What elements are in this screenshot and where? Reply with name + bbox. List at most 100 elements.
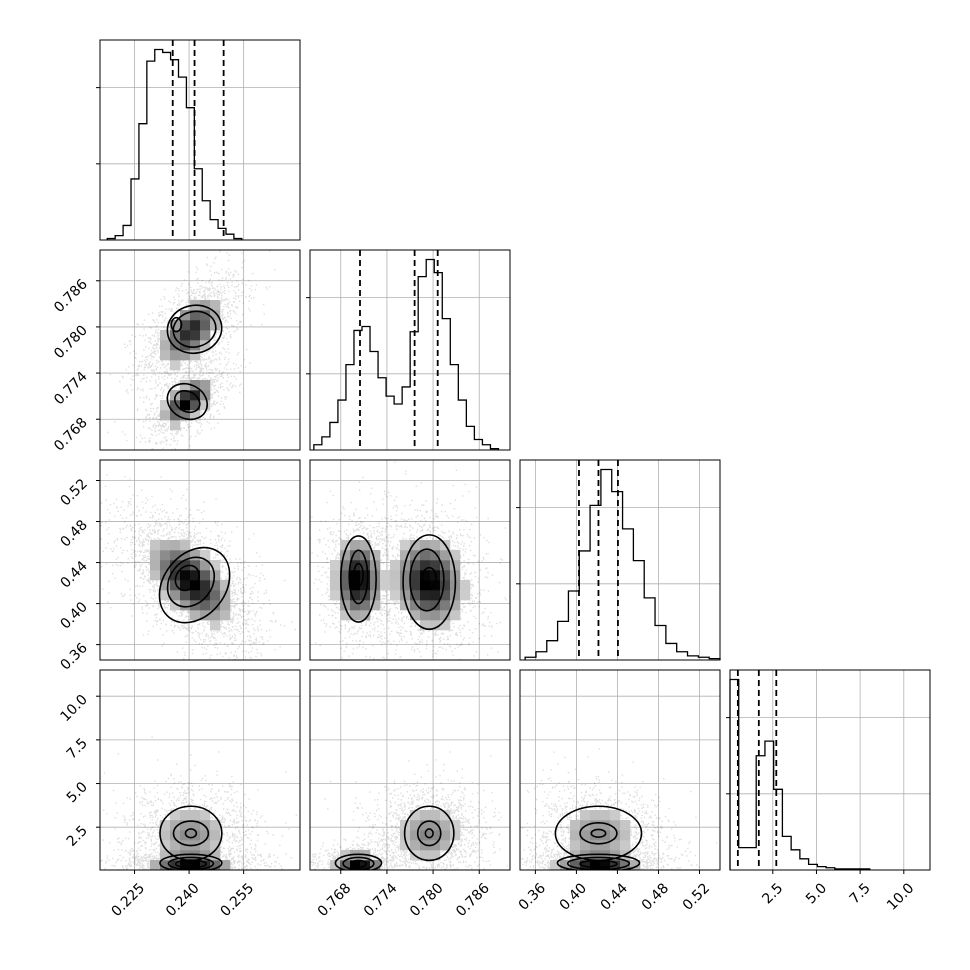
density-cell: [430, 560, 441, 571]
density-cell: [180, 820, 191, 831]
density-cell: [210, 820, 221, 831]
density-cell: [220, 610, 231, 621]
density-cell: [420, 590, 431, 601]
density-cell: [440, 810, 451, 821]
scatter-panel-3-0: [100, 670, 300, 870]
density-cell: [180, 810, 191, 821]
density-cell: [200, 590, 211, 601]
histogram-panel-2: [516, 459, 721, 661]
density-cell: [350, 540, 361, 551]
y-tick-label: 0.40: [57, 599, 90, 632]
x-tick-label: 0.255: [218, 880, 258, 920]
density-cell: [400, 580, 411, 591]
density-cell: [160, 330, 171, 341]
panel-frame: [519, 669, 721, 871]
density-cell: [350, 560, 361, 571]
density-cell: [580, 860, 591, 870]
density-cell: [160, 580, 171, 591]
density-cell: [400, 570, 411, 581]
scatter-panel-1-0: [100, 250, 300, 450]
density-cell: [160, 850, 171, 861]
density-cell: [330, 580, 341, 591]
density-cell: [380, 580, 391, 591]
density-cell: [400, 590, 411, 601]
y-tick-label: 10.0: [57, 692, 90, 725]
x-tick-label: 0.768: [315, 880, 355, 920]
density-cell: [420, 540, 431, 551]
density-cell: [410, 810, 421, 821]
density-cell: [200, 550, 211, 561]
density-cell: [450, 600, 461, 611]
density-cell: [360, 550, 371, 561]
density-cell: [360, 560, 371, 571]
density-cell: [210, 560, 221, 571]
contour-line: [159, 853, 223, 870]
x-tick-label: 0.52: [680, 880, 713, 913]
density-cell: [170, 540, 181, 551]
density-cell: [200, 320, 211, 331]
x-tick-label: 5.0: [803, 880, 830, 907]
density-cell: [430, 610, 441, 621]
density-cell: [200, 570, 211, 581]
density-cell: [180, 560, 191, 571]
density-cell: [190, 320, 201, 331]
density-cell: [190, 380, 201, 391]
density-cell: [190, 590, 201, 601]
contour-line: [184, 828, 198, 839]
y-tick-label: 0.44: [57, 558, 90, 591]
density-cell: [420, 550, 431, 561]
density-cell: [360, 540, 371, 551]
y-tick-label: 5.0: [64, 779, 91, 806]
histogram-panel-3: [726, 669, 931, 871]
density-cell: [340, 560, 351, 571]
y-tick-label: 2.5: [64, 823, 91, 850]
density-cell: [190, 570, 201, 581]
contour-line: [166, 382, 209, 421]
contour-line: [166, 304, 223, 355]
density-cell: [410, 600, 421, 611]
density-cell: [330, 560, 341, 571]
x-tick-label: 7.5: [847, 880, 874, 907]
density-cell: [190, 340, 201, 351]
density-cell: [180, 310, 191, 321]
density-cell: [180, 350, 191, 361]
density-cell: [440, 560, 451, 571]
density-cell: [440, 570, 451, 581]
density-cell: [410, 820, 421, 831]
density-cell: [160, 820, 171, 831]
density-cell: [370, 570, 381, 581]
density-cell: [150, 560, 161, 571]
density-cell: [170, 830, 181, 841]
density-cell: [190, 820, 201, 831]
density-cell: [440, 840, 451, 851]
density-cell: [210, 610, 221, 621]
density-cell: [180, 590, 191, 601]
density-cell: [580, 840, 591, 851]
density-cell: [580, 810, 591, 821]
density-cell: [180, 540, 191, 551]
density-cell: [160, 560, 171, 571]
density-cell: [170, 410, 181, 421]
density-cell: [160, 400, 171, 411]
density-cell: [370, 860, 381, 870]
density-cell: [420, 620, 431, 631]
density-cell: [580, 830, 591, 841]
density-cell: [170, 810, 181, 821]
panel-frame: [99, 669, 301, 871]
density-cell: [340, 570, 351, 581]
density-cell: [440, 620, 451, 631]
density-cell: [620, 840, 631, 851]
density-cell: [200, 300, 211, 311]
density-cell: [180, 580, 191, 591]
density-cell: [630, 860, 641, 870]
y-tick-label: 0.36: [57, 640, 90, 673]
density-cell: [610, 820, 621, 831]
density-cell: [410, 540, 421, 551]
density-cell: [170, 420, 181, 431]
density-cell: [410, 570, 421, 581]
density-cell: [450, 610, 461, 621]
contour-line: [409, 548, 445, 612]
density-cell: [160, 860, 171, 870]
density-cell: [170, 600, 181, 611]
density-cell: [340, 550, 351, 561]
